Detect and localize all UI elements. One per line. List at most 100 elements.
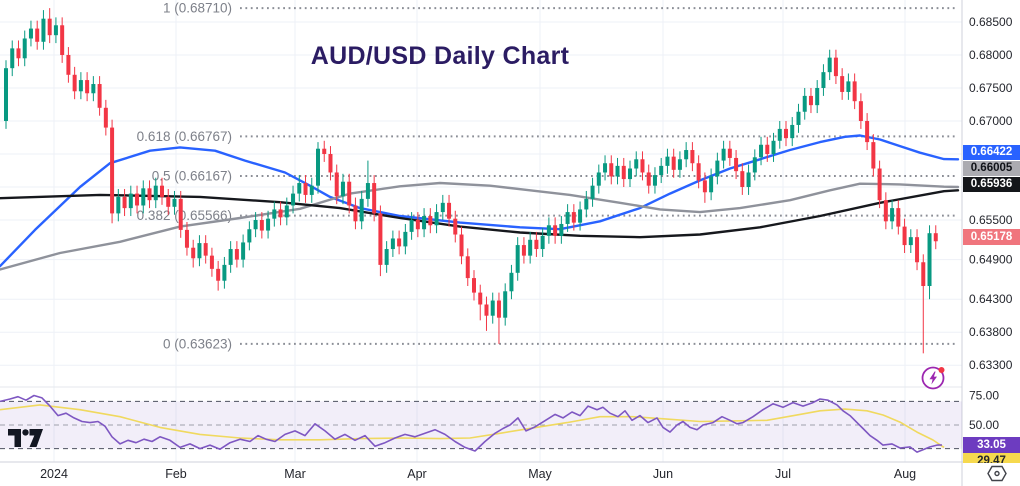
candle-body <box>222 264 227 281</box>
candle-body <box>216 268 221 281</box>
logo-dot <box>22 429 29 436</box>
candle-body <box>821 72 826 88</box>
candle-body <box>546 225 551 236</box>
candle-body <box>397 238 402 247</box>
time-tick-label: Jun <box>653 467 673 481</box>
candle-body <box>365 183 370 199</box>
candle-body <box>571 212 576 223</box>
candle-body <box>877 168 882 201</box>
price-tick-label: 0.65500 <box>969 213 1013 227</box>
candle-body <box>515 245 520 273</box>
candle-body <box>334 172 339 197</box>
candle-body <box>347 181 352 206</box>
candle-body <box>746 172 751 187</box>
candle-body <box>840 76 845 92</box>
candle-body <box>153 185 158 201</box>
candle-body <box>291 193 296 206</box>
candle-body <box>53 25 58 36</box>
candle-body <box>652 175 657 186</box>
candle-body <box>640 159 645 173</box>
candle-body <box>702 180 707 193</box>
candle-body <box>116 196 121 214</box>
lightning-bolt-icon <box>929 371 937 385</box>
candle-body <box>328 153 333 173</box>
time-axis-menu-icon[interactable] <box>987 465 1007 482</box>
candle-body <box>372 183 377 214</box>
candle-body <box>721 148 726 161</box>
candle-body <box>596 172 601 186</box>
chart-title: AUD/USD Daily Chart <box>310 42 570 70</box>
candle-body <box>865 120 870 143</box>
candle-body <box>709 176 714 193</box>
candle-body <box>241 242 246 260</box>
candle-body <box>665 156 670 166</box>
candle-body <box>496 300 501 318</box>
candle-body <box>440 202 445 213</box>
candle-body <box>646 172 651 186</box>
candle-body <box>921 262 926 287</box>
candle-body <box>540 235 545 250</box>
candle-body <box>765 144 770 154</box>
rsi-ma-line <box>0 404 945 449</box>
fib-label: 0.5 (0.66167) <box>152 168 232 183</box>
candle-body <box>734 157 739 172</box>
logo-seven-glyph <box>29 429 43 447</box>
candle-body <box>771 140 776 154</box>
candle-body <box>790 124 795 139</box>
price-tick-label: 0.68000 <box>969 48 1013 62</box>
candle-body <box>384 249 389 265</box>
rsi-line <box>0 394 943 453</box>
candle-body <box>553 225 558 236</box>
candle-body <box>209 255 214 269</box>
candle-body <box>590 185 595 199</box>
price-axis[interactable] <box>962 0 1020 462</box>
logo-one-glyph <box>8 429 21 447</box>
time-tick-label: Apr <box>407 467 426 481</box>
candle-body <box>715 160 720 177</box>
candle-body <box>60 25 65 55</box>
price-tick-label: 0.68500 <box>969 15 1013 29</box>
candle-body <box>621 165 626 180</box>
fib-label: 0.618 (0.66767) <box>137 129 232 144</box>
candle-body <box>858 101 863 121</box>
candle-body <box>409 220 414 232</box>
candle-body <box>434 212 439 226</box>
candle-body <box>740 171 745 187</box>
candle-body <box>340 181 345 197</box>
candle-body <box>671 156 676 170</box>
candle-body <box>684 150 689 160</box>
candle-body <box>35 28 40 42</box>
candle-body <box>908 237 913 246</box>
candle-body <box>883 200 888 222</box>
fib-retracement: 1 (0.68710) 0.618 (0.66767) 0.5 (0.66167) 0… <box>137 1 958 351</box>
time-tick-label: Mar <box>284 467 306 481</box>
candle-body <box>578 209 583 223</box>
candle-body <box>696 163 701 181</box>
candle-body <box>534 239 539 250</box>
candle-body <box>415 220 420 230</box>
candle-body <box>759 144 764 158</box>
candle-body <box>309 185 314 195</box>
candle-body <box>815 87 820 106</box>
candle-body <box>677 159 682 170</box>
candle-body <box>509 272 514 292</box>
candle-body <box>278 209 283 218</box>
candle-body <box>297 183 302 194</box>
candle-body <box>97 84 102 108</box>
candle-body <box>4 68 8 121</box>
candle-body <box>890 208 895 222</box>
price-tick-label: 0.63800 <box>969 325 1013 339</box>
time-tick-label: 2024 <box>40 467 68 481</box>
time-axis[interactable] <box>0 463 962 486</box>
flash-pattern-icon[interactable] <box>920 364 948 392</box>
candle-body <box>266 218 271 231</box>
tradingview-logo[interactable] <box>8 429 46 447</box>
candle-body <box>247 229 252 243</box>
time-tick-label: May <box>528 467 552 481</box>
candle-body <box>390 238 395 250</box>
candle-body <box>22 38 27 59</box>
candle-body <box>10 48 15 69</box>
candle-body <box>784 128 788 139</box>
